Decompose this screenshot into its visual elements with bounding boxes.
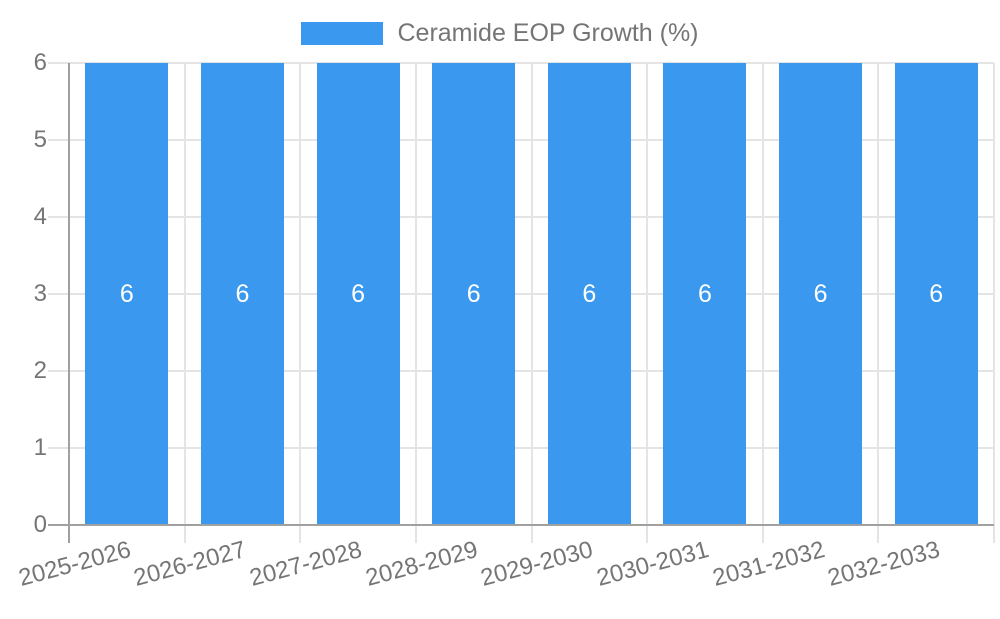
h-gridline (48, 216, 994, 218)
h-gridline (48, 139, 994, 141)
y-tick-label: 4 (33, 203, 47, 230)
legend-swatch (301, 21, 384, 45)
y-tick-label: 0 (33, 511, 47, 538)
h-gridline (48, 62, 994, 64)
h-gridline (48, 370, 994, 372)
bar-value-label: 6 (813, 279, 828, 308)
chart-legend[interactable]: Ceramide EOP Growth (%) (0, 12, 1000, 54)
v-gridline (299, 63, 302, 543)
y-tick-label: 2 (33, 357, 47, 384)
v-gridline (530, 63, 533, 543)
bar-value-label: 6 (697, 279, 712, 308)
bar[interactable]: 6 (663, 63, 747, 525)
y-tick-label: 5 (33, 126, 47, 153)
bar[interactable]: 6 (547, 63, 631, 525)
bar-value-label: 6 (235, 279, 250, 308)
y-axis-line (68, 63, 70, 543)
v-gridline (183, 63, 186, 543)
y-tick-label: 3 (33, 280, 47, 307)
bar[interactable]: 6 (894, 63, 978, 525)
bar-value-label: 6 (119, 279, 134, 308)
y-tick-label: 6 (33, 49, 47, 76)
bar-value-label: 6 (582, 279, 597, 308)
bar[interactable]: 6 (200, 63, 284, 525)
bar[interactable]: 6 (85, 63, 169, 525)
bar[interactable]: 6 (316, 63, 400, 525)
h-gridline (48, 293, 994, 295)
h-gridline (48, 447, 994, 449)
v-gridline (761, 63, 764, 543)
v-gridline (646, 63, 649, 543)
x-axis-line (48, 524, 994, 526)
bar-value-label: 6 (351, 279, 366, 308)
legend-label: Ceramide EOP Growth (%) (397, 18, 699, 47)
bar-value-label: 6 (466, 279, 481, 308)
v-gridline (993, 63, 995, 543)
v-gridline (414, 63, 417, 543)
bar[interactable]: 6 (779, 63, 863, 525)
bar-value-label: 6 (929, 279, 944, 308)
v-gridline (877, 63, 880, 543)
bar[interactable]: 6 (432, 63, 516, 525)
y-tick-label: 1 (33, 434, 47, 461)
